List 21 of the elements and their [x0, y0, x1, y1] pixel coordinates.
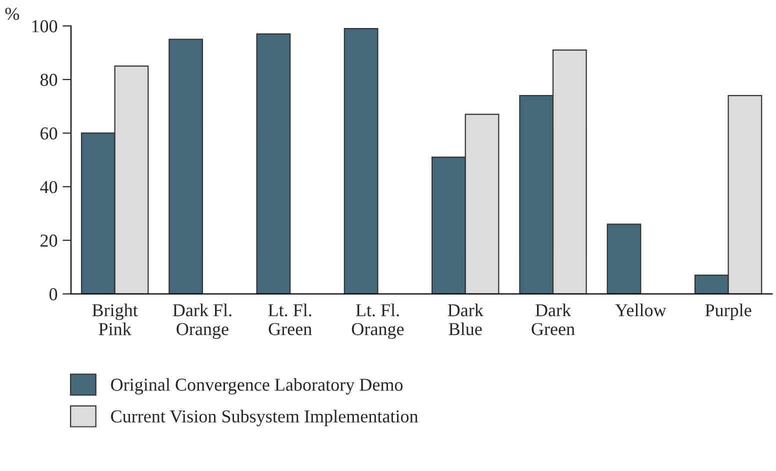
x-tick-label: Dark Blue: [448, 304, 484, 336]
x-tick-label: Dark Green: [532, 304, 575, 336]
legend-label: Original Convergence Laboratory Demo: [111, 378, 403, 395]
x-tick-label: Lt. Fl. Orange: [352, 304, 404, 339]
y-tick-label: 60: [40, 127, 58, 140]
x-tick-label: Dark Fl. Orange: [172, 304, 232, 339]
legend-label: Current Vision Subsystem Implementation: [111, 410, 418, 426]
y-axis-title: %: [5, 8, 20, 20]
x-tick-label: Purple: [705, 304, 752, 320]
bar: [168, 38, 204, 294]
x-tick-label: Lt. Fl. Green: [268, 304, 312, 336]
y-tick-label: 80: [40, 74, 58, 86]
x-tick-label: Bright Pink: [92, 304, 138, 336]
bar: [256, 33, 291, 294]
y-tick-label: 100: [32, 20, 58, 32]
bar: [344, 28, 378, 294]
x-tick-label: Yellow: [615, 304, 666, 316]
y-tick-label: 0: [49, 288, 58, 300]
y-tick-label: 40: [40, 180, 58, 194]
y-tick-label: 20: [40, 234, 58, 247]
bar: [606, 224, 642, 294]
